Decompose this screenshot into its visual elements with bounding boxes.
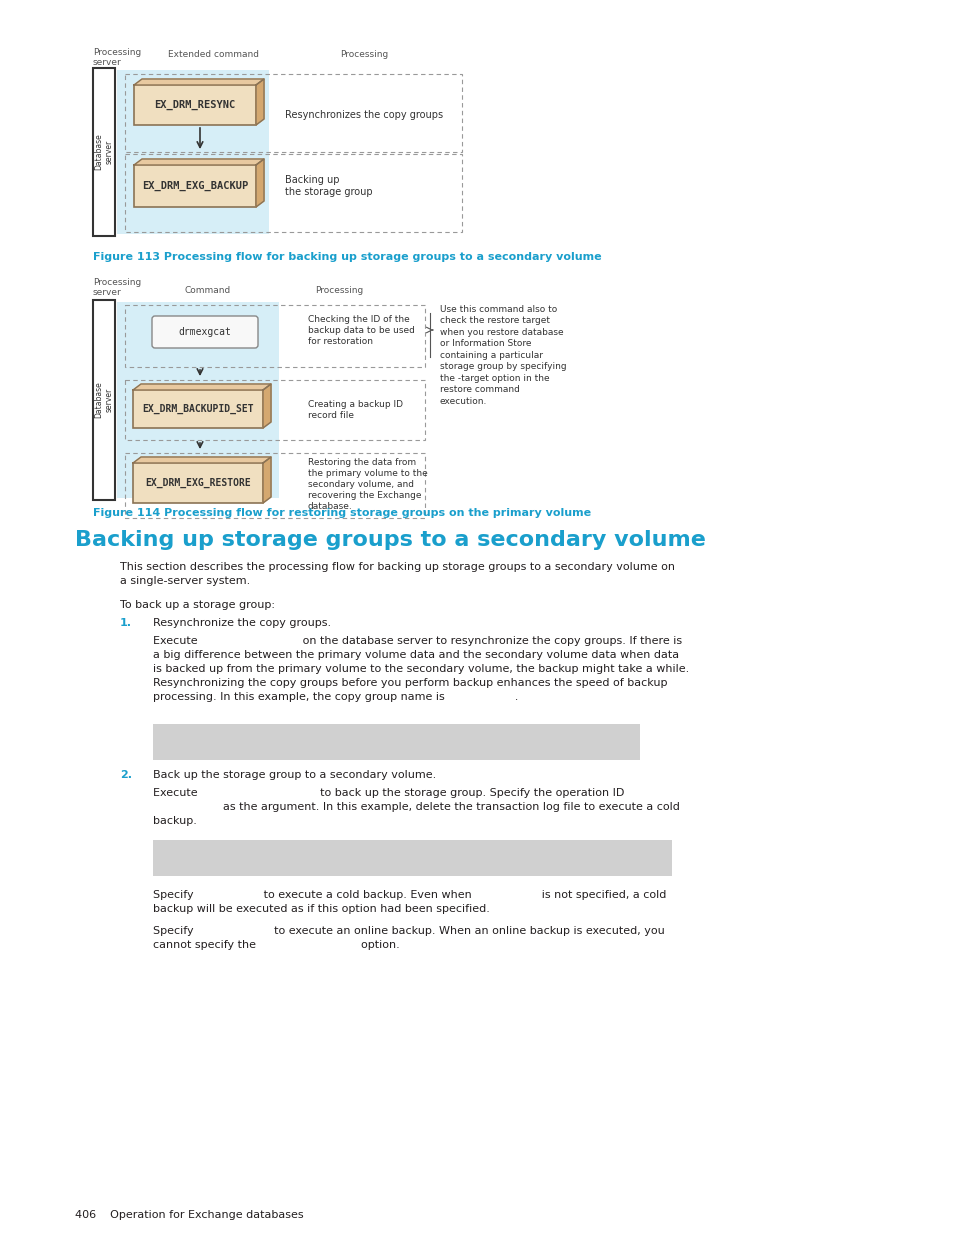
Bar xyxy=(117,303,278,498)
Text: Extended command: Extended command xyxy=(168,49,258,59)
Bar xyxy=(125,380,424,440)
Text: Specify                    to execute a cold backup. Even when                  : Specify to execute a cold backup. Even w… xyxy=(152,890,666,914)
Text: Use this command also to
check the restore target
when you restore database
or I: Use this command also to check the resto… xyxy=(439,305,566,405)
Text: Resynchronizes the copy groups: Resynchronizes the copy groups xyxy=(285,110,442,120)
Text: Processing
server: Processing server xyxy=(92,278,141,298)
Bar xyxy=(92,68,115,236)
Bar xyxy=(132,390,263,429)
Text: Back up the storage group to a secondary volume.: Back up the storage group to a secondary… xyxy=(152,769,436,781)
Text: EX_DRM_RESYNC: EX_DRM_RESYNC xyxy=(154,100,235,110)
Text: Command: Command xyxy=(185,287,231,295)
Text: 1.: 1. xyxy=(120,618,132,629)
Bar xyxy=(133,165,255,207)
Bar xyxy=(125,305,424,367)
Text: Processing
server: Processing server xyxy=(92,48,141,68)
Bar xyxy=(125,453,424,517)
Bar xyxy=(152,724,639,760)
Text: Backing up
the storage group: Backing up the storage group xyxy=(285,175,373,196)
Text: Specify                       to execute an online backup. When an online backup: Specify to execute an online backup. Whe… xyxy=(152,926,664,950)
Text: 2.: 2. xyxy=(120,769,132,781)
Text: EX_DRM_EXG_BACKUP: EX_DRM_EXG_BACKUP xyxy=(142,180,248,191)
Bar xyxy=(117,70,269,233)
Text: Execute                                   to back up the storage group. Specify : Execute to back up the storage group. Sp… xyxy=(152,788,679,826)
Text: Database
server: Database server xyxy=(94,133,113,170)
Polygon shape xyxy=(255,159,264,207)
Polygon shape xyxy=(133,79,264,85)
Text: Checking the ID of the
backup data to be used
for restoration: Checking the ID of the backup data to be… xyxy=(308,315,415,346)
Text: Backing up storage groups to a secondary volume: Backing up storage groups to a secondary… xyxy=(75,530,705,550)
Text: Figure 113 Processing flow for backing up storage groups to a secondary volume: Figure 113 Processing flow for backing u… xyxy=(92,252,601,262)
Text: Processing: Processing xyxy=(314,287,363,295)
Text: Processing: Processing xyxy=(339,49,388,59)
Polygon shape xyxy=(133,159,264,165)
Text: EX_DRM_EXG_RESTORE: EX_DRM_EXG_RESTORE xyxy=(145,478,251,488)
Text: Execute                              on the database server to resynchronize the: Execute on the database server to resync… xyxy=(152,636,688,701)
Bar xyxy=(125,154,461,232)
Text: This section describes the processing flow for backing up storage groups to a se: This section describes the processing fl… xyxy=(120,562,675,585)
Bar xyxy=(125,74,461,152)
Polygon shape xyxy=(263,457,271,503)
Text: Restoring the data from
the primary volume to the
secondary volume, and
recoveri: Restoring the data from the primary volu… xyxy=(308,458,427,511)
Text: 406    Operation for Exchange databases: 406 Operation for Exchange databases xyxy=(75,1210,303,1220)
Polygon shape xyxy=(132,457,271,463)
Bar xyxy=(152,840,671,876)
Polygon shape xyxy=(132,384,271,390)
Text: Figure 114 Processing flow for restoring storage groups on the primary volume: Figure 114 Processing flow for restoring… xyxy=(92,508,591,517)
Text: To back up a storage group:: To back up a storage group: xyxy=(120,600,274,610)
Text: drmexgcat: drmexgcat xyxy=(178,327,232,337)
Bar xyxy=(92,300,115,500)
FancyBboxPatch shape xyxy=(152,316,257,348)
Polygon shape xyxy=(263,384,271,429)
Text: Creating a backup ID
record file: Creating a backup ID record file xyxy=(308,400,402,420)
Bar xyxy=(132,463,263,503)
Text: EX_DRM_BACKUPID_SET: EX_DRM_BACKUPID_SET xyxy=(142,404,253,414)
Text: Resynchronize the copy groups.: Resynchronize the copy groups. xyxy=(152,618,331,629)
Text: Database
server: Database server xyxy=(94,382,113,419)
Bar xyxy=(133,85,255,125)
Polygon shape xyxy=(255,79,264,125)
